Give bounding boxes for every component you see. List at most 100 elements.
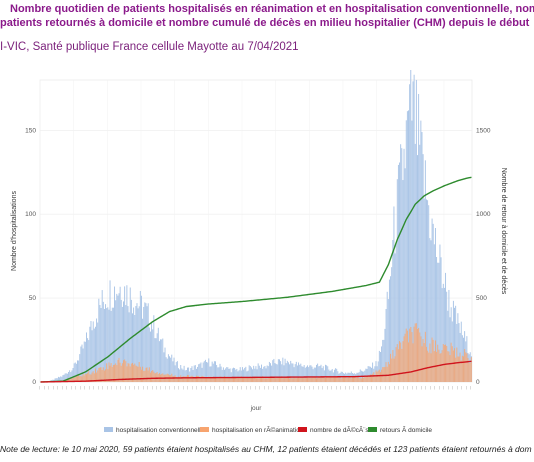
bar-reanimation <box>127 363 129 382</box>
bar-reanimation <box>112 364 114 382</box>
bar-conventionnelle <box>63 374 65 382</box>
bar-reanimation <box>287 377 289 382</box>
bar-reanimation <box>330 377 332 382</box>
bar-reanimation <box>96 372 98 382</box>
bar-reanimation <box>212 376 214 382</box>
bar-reanimation <box>71 378 73 382</box>
x-tick-label: — <box>280 386 284 390</box>
bar-conventionnelle <box>115 300 117 382</box>
bar-conventionnelle <box>448 289 450 382</box>
bar-conventionnelle <box>73 363 75 382</box>
bar-conventionnelle <box>55 378 57 382</box>
bar-conventionnelle <box>281 364 283 382</box>
bar-reanimation <box>87 372 89 382</box>
bar-conventionnelle <box>147 303 149 382</box>
bar-conventionnelle <box>82 348 84 382</box>
bar-reanimation <box>243 378 245 382</box>
bar-reanimation <box>194 376 196 382</box>
bar-reanimation <box>328 376 330 382</box>
bar-conventionnelle <box>431 218 433 382</box>
bar-reanimation <box>179 376 181 382</box>
x-tick-label: — <box>392 386 396 390</box>
x-tick-label: — <box>69 386 73 390</box>
bar-conventionnelle <box>139 290 141 382</box>
bar-conventionnelle <box>396 179 398 382</box>
bar-reanimation <box>367 375 369 382</box>
line-deces <box>40 360 472 383</box>
x-tick-label: — <box>231 386 235 390</box>
x-tick-label: — <box>374 386 378 390</box>
bar-reanimation <box>111 366 113 382</box>
x-tick-label: — <box>222 386 226 390</box>
bar-reanimation <box>365 377 367 382</box>
bar-conventionnelle <box>181 368 183 382</box>
bar-reanimation <box>465 352 467 382</box>
bar-reanimation <box>262 376 264 382</box>
bar-conventionnelle <box>430 240 432 382</box>
bar-reanimation <box>255 377 257 382</box>
bar-reanimation <box>436 351 438 382</box>
x-tick-label: — <box>401 386 405 390</box>
bar-conventionnelle <box>207 362 209 382</box>
bar-conventionnelle <box>156 333 158 382</box>
bar-conventionnelle <box>165 357 167 382</box>
x-tick-label: — <box>406 386 410 390</box>
chart-title-line-1: Nombre quotidien de patients hospitalisé… <box>10 3 534 15</box>
bar-conventionnelle <box>422 154 424 382</box>
bar-reanimation <box>373 372 375 382</box>
bar-conventionnelle <box>270 363 271 382</box>
x-tick-label: — <box>100 386 104 390</box>
bar-conventionnelle <box>404 168 406 382</box>
bar-reanimation <box>342 377 344 382</box>
bar-reanimation <box>229 378 231 382</box>
bar-reanimation <box>266 378 268 382</box>
bar-reanimation <box>422 339 424 382</box>
bar-reanimation <box>383 367 385 382</box>
bar-reanimation <box>360 378 362 382</box>
bar-reanimation <box>79 376 81 382</box>
bar-reanimation <box>340 378 342 382</box>
bar-reanimation <box>265 378 267 382</box>
bar-conventionnelle <box>264 366 266 382</box>
bar-conventionnelle <box>418 93 420 382</box>
x-tick-label: — <box>181 386 185 390</box>
bar-conventionnelle <box>172 361 174 382</box>
bar-reanimation <box>456 347 458 382</box>
bar-reanimation <box>319 377 321 382</box>
bar-conventionnelle <box>412 81 414 383</box>
bar-conventionnelle <box>108 309 110 382</box>
bar-reanimation <box>280 377 282 382</box>
bar-conventionnelle <box>291 363 293 382</box>
bar-conventionnelle <box>321 368 323 382</box>
bar-conventionnelle <box>383 339 385 382</box>
bar-reanimation <box>434 340 436 382</box>
bar-conventionnelle <box>64 373 66 382</box>
bar-conventionnelle <box>60 376 62 382</box>
legend-deces-swatch <box>298 427 307 432</box>
bar-reanimation <box>464 349 466 382</box>
bar-reanimation <box>152 370 154 382</box>
bar-conventionnelle <box>80 346 82 382</box>
bar-reanimation <box>240 376 242 382</box>
bar-conventionnelle <box>413 74 415 382</box>
bar-reanimation <box>440 353 442 382</box>
bar-conventionnelle <box>267 366 269 382</box>
bar-reanimation <box>450 342 452 382</box>
bar-reanimation <box>347 377 349 382</box>
bar-conventionnelle <box>439 244 441 382</box>
bar-reanimation <box>201 375 203 382</box>
bar-reanimation <box>92 371 94 382</box>
x-axis-label: jour <box>250 405 263 412</box>
bar-conventionnelle <box>320 364 322 382</box>
bar-conventionnelle <box>325 364 326 382</box>
bar-reanimation <box>236 376 238 382</box>
bar-conventionnelle <box>312 369 314 382</box>
bar-reanimation <box>304 377 306 382</box>
bar-conventionnelle <box>381 346 383 382</box>
bar-reanimation <box>393 358 395 382</box>
bar-reanimation <box>286 377 288 382</box>
bar-reanimation <box>186 375 188 382</box>
x-tick-label: — <box>347 386 351 390</box>
bar-reanimation <box>209 377 211 382</box>
bar-conventionnelle <box>137 308 139 382</box>
